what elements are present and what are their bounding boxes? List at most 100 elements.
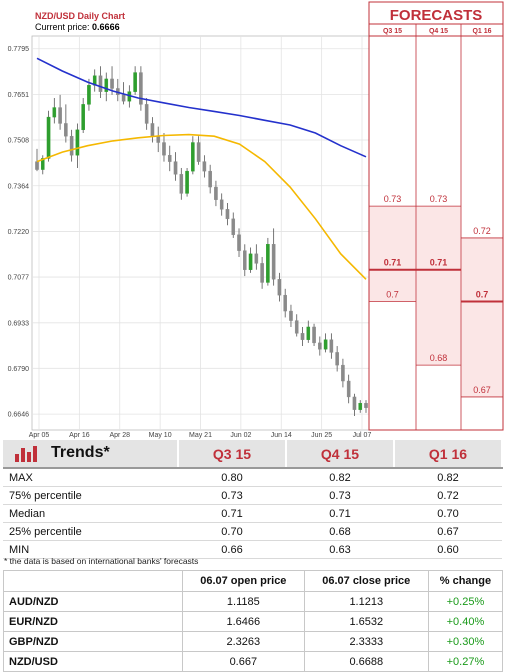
chart-area: FORECASTS Q3 15 Q4 15 Q1 16 0.73 0.71 0.7 0.73 0… (8, 1, 504, 439)
percent-change: +0.40% (427, 611, 504, 632)
forecast-col-header: Q3 15 (383, 28, 402, 35)
forecast-value-label: 0.73 (430, 194, 448, 204)
header-cell: 06.07 close price (303, 570, 429, 592)
forecast-value-label: 0.71 (430, 258, 448, 268)
forecast-col-header: Q4 15 (429, 28, 448, 35)
forecast-range (461, 237, 503, 397)
candle-body (121, 94, 126, 102)
cell-value: 0.60 (394, 540, 502, 559)
candle-body (81, 104, 85, 131)
forecast-value-label: 0.7 (386, 290, 399, 300)
candle-body (191, 142, 195, 172)
table-row: GBP/NZD 2.3263 2.3333 +0.30% (3, 631, 504, 652)
candle-body (289, 310, 293, 321)
candle-body (225, 209, 230, 220)
pair-name: AUD/NZD (3, 591, 183, 612)
prices-table: 06.07 open price 06.07 close price % cha… (3, 570, 504, 672)
trends-col-q1: Q1 16 (394, 440, 503, 469)
pair-name: EUR/NZD (3, 611, 183, 632)
forecast-value-label: 0.67 (473, 385, 491, 395)
table-row: MIN 0.66 0.63 0.60 (3, 540, 502, 559)
candle-body (104, 78, 109, 92)
candle-body (219, 199, 224, 210)
candle-body (300, 333, 305, 340)
cell-value: 0.71 (178, 504, 286, 523)
candle-body (260, 263, 264, 283)
row-label: MIN (3, 540, 178, 559)
current-price-label: Current price: (35, 22, 90, 32)
current-price-value: 0.6666 (92, 22, 120, 32)
open-price: 1.1185 (182, 591, 305, 612)
cell-value: 0.70 (394, 504, 502, 523)
table-row: EUR/NZD 1.6466 1.6532 +0.40% (3, 611, 504, 632)
candle-body (69, 135, 74, 156)
close-price: 2.3333 (303, 631, 429, 652)
chart-axes: 0.7795 0.7651 0.7508 0.7364 0.7220 0.7077 0.69… (8, 46, 372, 439)
y-tick-label: 0.7651 (8, 92, 30, 99)
table-row: 25% percentile 0.70 0.68 0.67 (3, 522, 502, 541)
row-label: 75% percentile (3, 486, 178, 505)
cell-value: 0.72 (394, 486, 502, 505)
candle-body (283, 294, 287, 312)
candle-body (266, 244, 270, 283)
bar-chart-icon (15, 444, 39, 463)
cell-value: 0.63 (286, 540, 394, 559)
candle-body (248, 253, 253, 270)
cell-value: 0.71 (286, 504, 394, 523)
pair-name: NZD/USD (3, 651, 183, 672)
cell-value: 0.82 (286, 468, 394, 487)
candle-body (208, 170, 212, 188)
close-price: 1.1213 (303, 591, 429, 612)
candle-body (271, 244, 276, 280)
candle-body (341, 364, 345, 382)
candle-body (87, 85, 91, 105)
header-cell: % change (427, 570, 504, 592)
candle-body (144, 104, 149, 124)
moving-averages (36, 57, 367, 280)
forecast-value-label: 0.73 (384, 194, 402, 204)
x-tick-label: Apr 05 (29, 432, 50, 439)
y-tick-label: 0.7077 (8, 275, 30, 282)
ma-blue-line (36, 57, 367, 158)
candle-body (110, 78, 114, 89)
candle-body (156, 135, 160, 143)
trends-title: Trends* (51, 444, 110, 462)
forecast-value-label: 0.68 (430, 353, 448, 363)
x-tick-label: Jun 02 (230, 432, 251, 439)
y-tick-label: 0.6646 (8, 412, 30, 419)
y-tick-label: 0.7508 (8, 137, 30, 144)
y-tick-label: 0.6790 (8, 366, 30, 373)
candle-body (98, 75, 103, 92)
candle-body (52, 107, 57, 118)
candle-body (231, 218, 236, 235)
table-row: 75% percentile 0.73 0.73 0.72 (3, 486, 502, 505)
x-tick-label: May 10 (149, 432, 172, 439)
trends-footnote: * the data is based on international ban… (4, 556, 199, 566)
pair-name: GBP/NZD (3, 631, 183, 652)
cell-value: 0.73 (286, 486, 394, 505)
open-price: 1.6466 (182, 611, 305, 632)
percent-change: +0.27% (427, 651, 504, 672)
candle-body (214, 186, 218, 200)
percent-change: +0.30% (427, 631, 504, 652)
header-cell (3, 570, 183, 592)
candle-body (364, 403, 368, 408)
row-label: Median (3, 504, 178, 523)
candle-body (139, 72, 143, 105)
candle-body (185, 170, 189, 194)
y-tick-label: 0.7220 (8, 229, 30, 236)
forecast-value-label: 0.7 (476, 290, 489, 300)
trends-col-q3: Q3 15 (178, 440, 287, 469)
candle-body (202, 161, 207, 172)
forecast-value-label: 0.71 (384, 258, 402, 268)
candle-body (179, 174, 184, 194)
candle-body (237, 234, 241, 251)
forecast-value-label: 0.72 (473, 226, 491, 236)
x-tick-label: Apr 16 (69, 432, 90, 439)
table-row: MAX 0.80 0.82 0.82 (3, 468, 502, 487)
candle-body (254, 253, 259, 264)
table-row: Median 0.71 0.71 0.70 (3, 504, 502, 523)
candle-body (173, 161, 178, 175)
open-price: 2.3263 (182, 631, 305, 652)
current-price: Current price: 0.6666 (35, 22, 120, 32)
